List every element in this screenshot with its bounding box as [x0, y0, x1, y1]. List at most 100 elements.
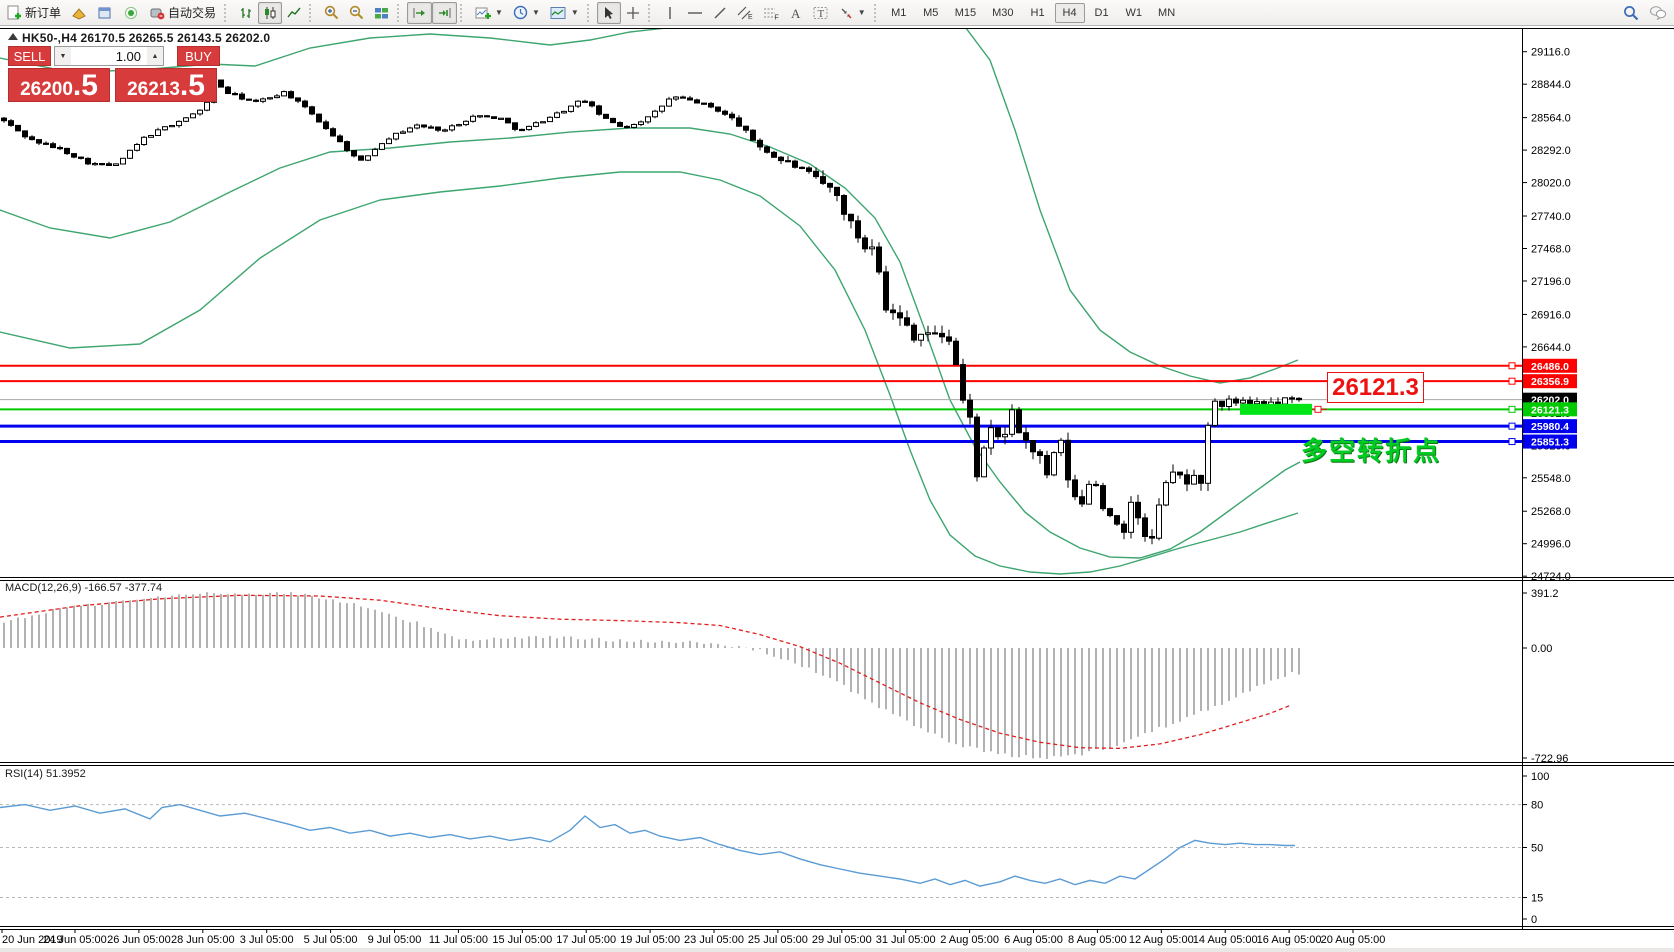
level-price-tag: [1523, 358, 1577, 373]
fibonacci-button[interactable]: F: [758, 2, 784, 24]
new-order-button[interactable]: 新订单: [2, 2, 66, 24]
horizontal-line-button[interactable]: [682, 2, 708, 24]
buy-price-button[interactable]: 26213.5: [115, 68, 217, 102]
time-axis-label: 29 Jul 05:00: [812, 934, 872, 946]
line-handle[interactable]: [1314, 405, 1322, 413]
line-chart-button[interactable]: [282, 2, 306, 24]
sell-price-button[interactable]: 26200.5: [8, 68, 110, 102]
timeframe-H1[interactable]: H1: [1023, 3, 1053, 23]
price-axis[interactable]: 29116.0 28844.0 28564.0 28292.0 28020.0 27740…: [1522, 47, 1571, 926]
line-handle[interactable]: [1508, 377, 1516, 385]
indicators-button[interactable]: ▼: [470, 2, 508, 24]
candle-bull: [148, 135, 154, 138]
macd-indicator-label: MACD(12,26,9) -166.57 -377.74: [5, 582, 163, 594]
time-axis-label: 14 Aug 05:00: [1193, 934, 1258, 946]
candle-bear: [43, 142, 49, 145]
cursor-button[interactable]: [596, 1, 621, 24]
bollinger-middle-line[interactable]: [0, 127, 1301, 559]
volume-decrease-button[interactable]: ▼: [55, 47, 71, 65]
bollinger-lower-line[interactable]: [0, 171, 1299, 575]
highlight-rect[interactable]: [1240, 403, 1312, 415]
candle-bear: [806, 167, 812, 172]
candle-bear: [1247, 399, 1253, 405]
chart-note-text[interactable]: 多空转折点: [1301, 436, 1442, 466]
profile-button[interactable]: [66, 2, 92, 24]
arrows-button[interactable]: ▼: [834, 2, 871, 24]
candle-bear: [995, 427, 1001, 438]
candle-bear: [785, 160, 791, 163]
buy-button[interactable]: BUY: [177, 46, 220, 66]
candle-bear: [813, 170, 819, 178]
rsi-axis-label: 80: [1531, 800, 1543, 812]
price-axis-label: 26916.0: [1531, 309, 1571, 321]
chart-shift-button[interactable]: [432, 1, 458, 24]
signals-button[interactable]: [118, 2, 144, 24]
candle-bear: [246, 98, 252, 101]
time-axis-label: 6 Aug 05:00: [1004, 934, 1063, 946]
candle-bull: [400, 131, 406, 134]
volume-value[interactable]: 1.00: [115, 48, 141, 64]
candle-bull: [925, 332, 931, 335]
candle-bear: [1289, 397, 1295, 400]
price-highlight-bar[interactable]: [1240, 362, 1516, 446]
tile-windows-button[interactable]: [369, 2, 394, 24]
line-handle[interactable]: [1508, 362, 1516, 370]
auto-scroll-button[interactable]: [407, 1, 433, 24]
horizontal-level-lines[interactable]: [0, 364, 1522, 444]
candle-bear: [29, 136, 35, 141]
search-icon: [1624, 5, 1639, 20]
collapse-triangle-icon[interactable]: [8, 33, 18, 40]
candle-bear: [358, 155, 364, 161]
candlestick-chart-button[interactable]: [258, 1, 283, 24]
line-handle[interactable]: [1508, 405, 1516, 413]
market-watch-button[interactable]: [92, 2, 118, 24]
sell-button[interactable]: SELL: [8, 46, 51, 66]
search-button[interactable]: [1618, 2, 1644, 24]
periods-button[interactable]: ▼: [508, 2, 545, 24]
trendline-button[interactable]: [708, 2, 732, 24]
candle-bear: [841, 195, 847, 215]
zoom-out-button[interactable]: [344, 2, 369, 24]
candle-bull: [918, 333, 924, 341]
candle-bear: [827, 182, 833, 188]
candle-bear: [862, 237, 868, 250]
timeframe-W1[interactable]: W1: [1119, 3, 1150, 23]
price-callout-label[interactable]: 26121.3: [1327, 372, 1424, 403]
line-handle[interactable]: [1508, 438, 1516, 446]
line-handle[interactable]: [1508, 422, 1516, 430]
autotrading-button[interactable]: 自动交易: [144, 2, 221, 24]
zoom-out-icon: [349, 5, 364, 20]
timeframe-M15[interactable]: M15: [948, 3, 983, 23]
templates-button[interactable]: ▼: [545, 2, 584, 24]
timeframe-H4[interactable]: H4: [1054, 2, 1085, 23]
candle-bear: [589, 101, 595, 107]
candlestick-chart-icon: [265, 6, 276, 19]
candle-bull: [197, 109, 203, 115]
chat-button[interactable]: [1644, 2, 1672, 24]
crosshair-button[interactable]: [621, 2, 645, 24]
text-button[interactable]: A: [784, 2, 808, 24]
market-watch-icon: [98, 7, 111, 18]
timeframe-D1[interactable]: D1: [1087, 3, 1117, 23]
bar-chart-button[interactable]: [234, 2, 258, 24]
candle-bear: [435, 126, 441, 131]
zoom-in-button[interactable]: [319, 2, 344, 24]
time-axis-label: 26 Jun 05:00: [107, 934, 171, 946]
level-price-tag: [1523, 374, 1577, 389]
timeframe-M5[interactable]: M5: [916, 3, 946, 23]
bar-chart-icon: [241, 7, 252, 18]
volume-increase-button[interactable]: ▲: [147, 47, 163, 65]
timeframe-MN[interactable]: MN: [1151, 3, 1182, 23]
timeframe-M30[interactable]: M30: [985, 3, 1020, 23]
price-axis-label: 28020.0: [1531, 178, 1571, 190]
candle-bull: [442, 129, 448, 132]
price-axis-label: 29116.0: [1531, 47, 1570, 59]
candle-bear: [323, 121, 329, 130]
text-label-button[interactable]: T: [808, 2, 834, 24]
equidistant-channel-button[interactable]: E: [732, 2, 758, 24]
timeframe-M1[interactable]: M1: [884, 3, 914, 23]
vertical-line-button[interactable]: [658, 2, 682, 24]
candle-bull: [568, 105, 574, 112]
